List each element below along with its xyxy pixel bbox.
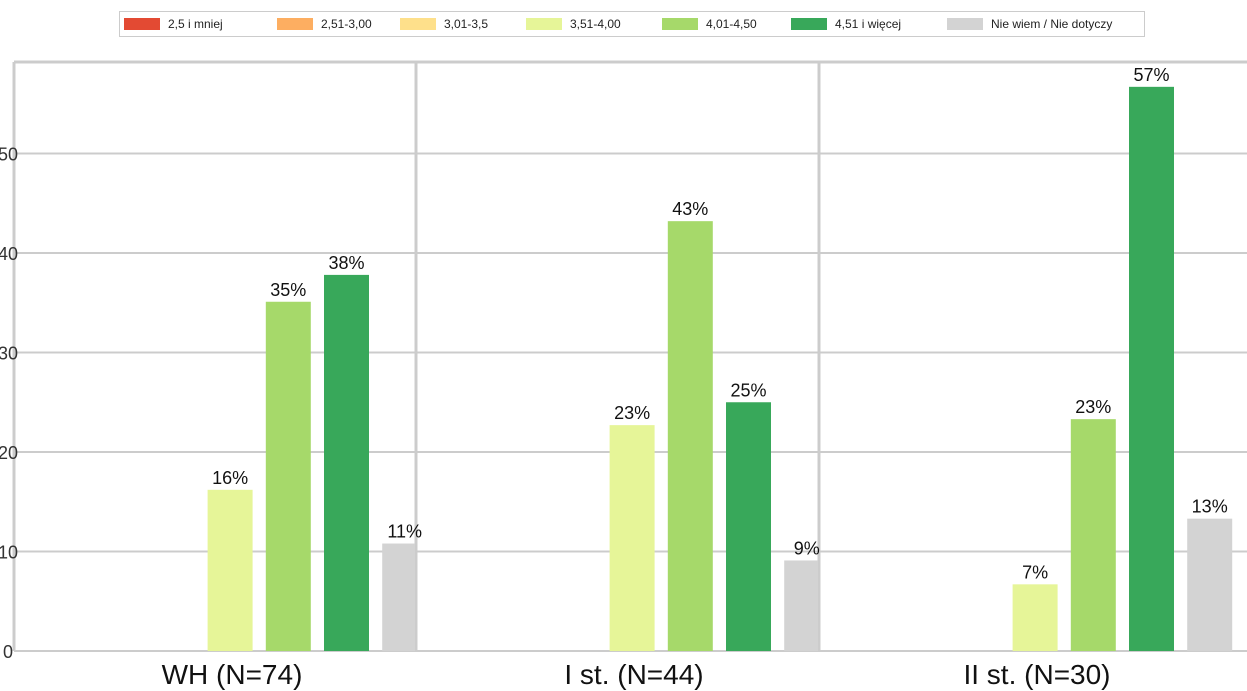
x-category-label: WH (N=74) [162,659,303,690]
bar-value-label: 9% [794,538,820,558]
bar [726,402,771,651]
legend-swatch [400,18,436,30]
legend-label: 2,51-3,00 [321,17,372,31]
x-category-label: I st. (N=44) [564,659,703,690]
bar [667,221,713,651]
bar-value-label: 23% [614,403,650,423]
legend-item: 4,01-4,50 [662,12,757,36]
bar [382,543,415,651]
bar-value-label: 16% [212,468,248,488]
bar-value-label: 43% [672,199,708,219]
y-tick-label: 40 [0,244,18,264]
x-category-label: II st. (N=30) [963,659,1110,690]
bar [1129,86,1174,651]
bar [1070,419,1116,651]
legend-label: 3,01-3,5 [444,17,489,31]
y-tick-label: 20 [0,443,18,463]
legend-item: 2,5 i mniej [124,12,223,36]
legend-label: 4,01-4,50 [706,17,757,31]
bar [324,274,369,651]
y-tick-label: 30 [0,344,18,364]
y-tick-label: 0 [3,642,13,662]
legend-swatch [124,18,160,30]
y-tick-label: 50 [0,145,18,165]
legend-item: 3,01-3,5 [400,12,488,36]
legend-label: Nie wiem / Nie dotyczy [991,17,1113,31]
legend-item: 4,51 i więcej [791,12,901,36]
bar-value-label: 57% [1133,65,1169,85]
legend-swatch [277,18,313,30]
legend-swatch [526,18,562,30]
bar [1187,518,1233,651]
legend-label: 2,5 i mniej [168,17,223,31]
y-tick-label: 10 [0,543,18,563]
bar-value-label: 23% [1075,397,1111,417]
legend-swatch [662,18,698,30]
bar-value-label: 38% [328,253,364,273]
bar-value-label: 11% [387,522,422,542]
legend-item: 3,51-4,00 [526,12,621,36]
bar-value-label: 13% [1192,497,1228,517]
bar [207,489,253,651]
bar [784,560,818,651]
bar [609,425,655,651]
chart-legend: 2,5 i mniej 2,51-3,00 3,01-3,5 3,51-4,00 4,0… [119,11,1145,37]
legend-item: Nie wiem / Nie dotyczy [947,12,1112,36]
legend-label: 3,51-4,00 [570,17,621,31]
legend-swatch [947,18,983,30]
legend-swatch [791,18,827,30]
bar-value-label: 7% [1022,562,1048,582]
legend-item: 2,51-3,00 [277,12,372,36]
bar-value-label: 25% [730,380,766,400]
bar-value-label: 35% [270,280,306,300]
legend-label: 4,51 i więcej [835,17,902,31]
bar [265,301,311,651]
bar [1012,584,1058,651]
